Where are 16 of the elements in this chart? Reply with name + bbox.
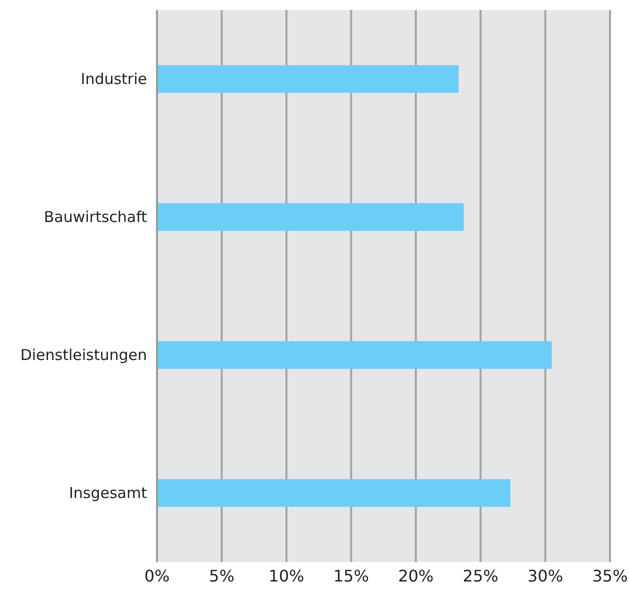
x-tick-label: 25% <box>462 566 498 586</box>
y-tick-label: Insgesamt <box>69 484 148 502</box>
x-tick-label: 5% <box>209 566 234 586</box>
y-tick-label: Industrie <box>80 70 147 88</box>
y-tick-label: Dienstleistungen <box>20 346 147 364</box>
bar <box>157 203 464 231</box>
x-tick-label: 10% <box>268 566 304 586</box>
bar <box>157 65 459 93</box>
bar <box>157 341 552 369</box>
x-tick-label: 0% <box>144 566 170 586</box>
x-tick-label: 15% <box>333 566 369 586</box>
y-tick-label: Bauwirtschaft <box>44 208 148 226</box>
bar <box>157 479 510 507</box>
x-tick-label: 35% <box>592 566 628 586</box>
x-tick-label: 30% <box>528 566 564 586</box>
x-tick-label: 20% <box>398 566 434 586</box>
